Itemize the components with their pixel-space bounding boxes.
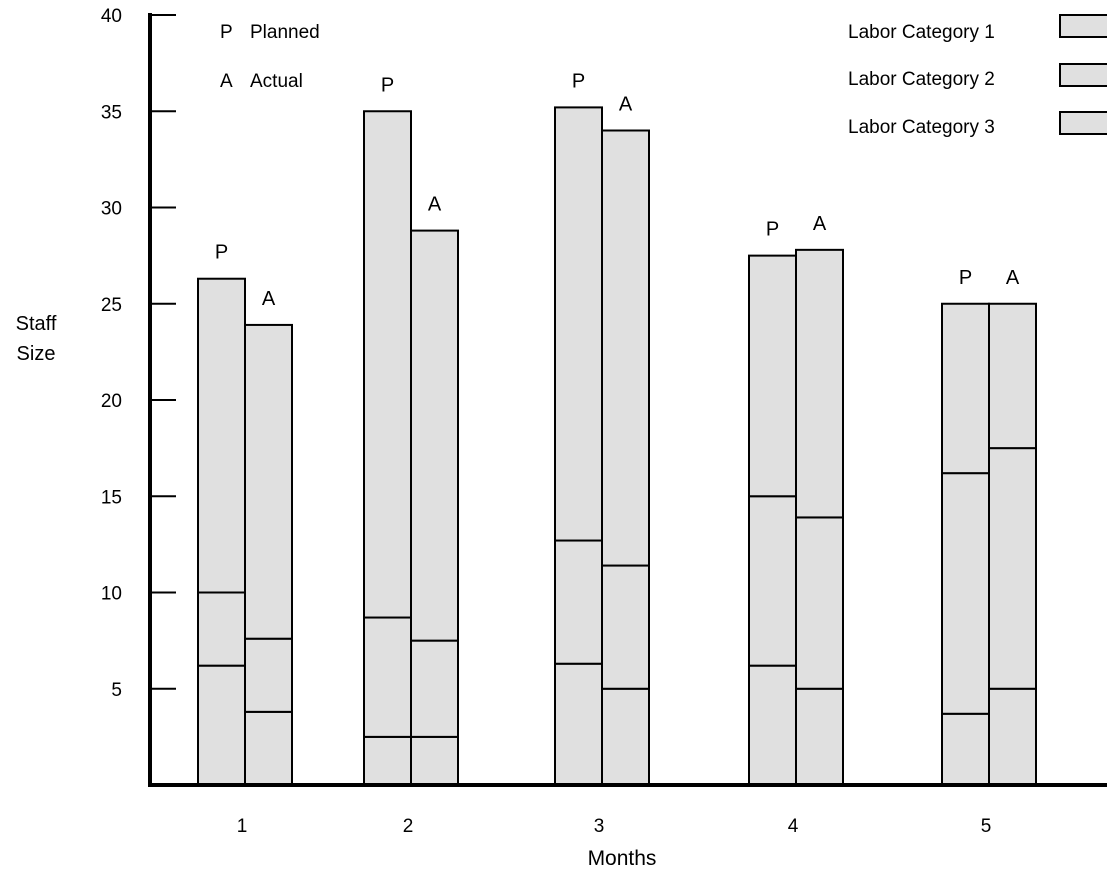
bar-segment-planned-month3-cat1 [554, 662, 603, 786]
bar-segment-planned-month4-cat3 [748, 254, 797, 498]
bar-segment-planned-month2-cat3 [363, 110, 412, 619]
legend-swatch-cat2 [1059, 63, 1107, 87]
x-tick-label: 4 [788, 816, 799, 837]
legend-label-cat3: Labor Category 3 [848, 117, 995, 138]
x-tick-label: 2 [403, 816, 414, 837]
bar-segment-actual-month1-cat2 [244, 637, 293, 713]
bar-segment-planned-month2-cat2 [363, 616, 412, 738]
y-tick-label: 15 [101, 487, 122, 508]
bar-segment-planned-month4-cat1 [748, 664, 797, 787]
legend-swatch-cat1 [1059, 14, 1107, 38]
bar-letter-actual-month4: A [813, 213, 827, 235]
bar-segment-actual-month1-cat1 [244, 710, 293, 786]
bar-segment-actual-month5-cat1 [988, 687, 1037, 786]
bar-letter-actual-month1: A [262, 288, 276, 310]
legend: Labor Category 1 Labor Category 2 Labor … [848, 14, 1107, 138]
bar-letter-planned-month1: P [215, 242, 228, 264]
x-tick-label: 3 [594, 816, 605, 837]
bar-letter-actual-month2: A [428, 194, 442, 216]
bar-segment-actual-month5-cat3 [988, 302, 1037, 450]
bar-segment-actual-month2-cat3 [410, 229, 459, 642]
y-tick-label: 30 [101, 199, 122, 220]
y-axis-label-line1: Staff [16, 313, 57, 335]
bar-labels: P A P A P A P A P A [215, 70, 1020, 310]
legend-label-cat2: Labor Category 2 [848, 69, 995, 90]
key-text-actual: Actual [250, 71, 303, 92]
y-ticks: 5 10 15 20 25 30 35 40 [101, 6, 176, 701]
bar-segment-actual-month1-cat3 [244, 323, 293, 640]
x-tick-label: 5 [981, 816, 992, 837]
bar-segment-planned-month3-cat3 [554, 106, 603, 542]
bar-segment-actual-month3-cat3 [601, 129, 650, 567]
y-tick-label: 20 [101, 391, 122, 412]
x-ticks: 1 2 3 4 5 [237, 816, 992, 837]
bar-letter-planned-month5: P [959, 267, 972, 289]
y-tick-label: 10 [101, 584, 122, 605]
bar-segment-planned-month1-cat1 [197, 664, 246, 787]
y-tick-label: 25 [101, 295, 122, 316]
bars-layer [197, 106, 1037, 787]
legend-label-cat1: Labor Category 1 [848, 22, 995, 43]
bar-segment-planned-month2-cat1 [363, 735, 412, 786]
bar-segment-planned-month1-cat2 [197, 591, 246, 667]
bar-letter-planned-month2: P [381, 74, 394, 96]
y-tick-label: 5 [111, 680, 122, 701]
bar-segment-actual-month4-cat3 [795, 248, 844, 519]
bar-segment-planned-month5-cat2 [941, 472, 990, 715]
bar-segment-planned-month3-cat2 [554, 539, 603, 665]
bar-segment-actual-month3-cat2 [601, 564, 650, 690]
bar-segment-actual-month2-cat2 [410, 639, 459, 738]
y-tick-label: 40 [101, 6, 122, 27]
key-letter-actual: A [220, 71, 233, 92]
y-tick-label: 35 [101, 102, 122, 123]
bar-segment-actual-month4-cat1 [795, 687, 844, 786]
key-text-planned: Planned [250, 22, 320, 43]
bar-segment-planned-month5-cat3 [941, 302, 990, 475]
letter-key: P Planned A Actual [220, 22, 320, 92]
bar-segment-actual-month5-cat2 [988, 447, 1037, 690]
bar-segment-actual-month3-cat1 [601, 687, 650, 786]
key-letter-planned: P [220, 22, 233, 43]
bar-segment-planned-month5-cat1 [941, 712, 990, 787]
bar-letter-actual-month5: A [1006, 267, 1020, 289]
bar-letter-actual-month3: A [619, 94, 633, 116]
bar-segment-actual-month2-cat1 [410, 735, 459, 786]
bar-letter-planned-month4: P [766, 219, 779, 241]
y-axis-label-line2: Size [17, 343, 56, 365]
x-axis-label: Months [588, 847, 657, 870]
bar-segment-planned-month4-cat2 [748, 495, 797, 667]
bar-segment-actual-month4-cat2 [795, 516, 844, 690]
bar-segment-planned-month1-cat3 [197, 277, 246, 594]
bar-letter-planned-month3: P [572, 70, 585, 92]
x-tick-label: 1 [237, 816, 248, 837]
legend-swatch-cat3 [1059, 111, 1107, 135]
